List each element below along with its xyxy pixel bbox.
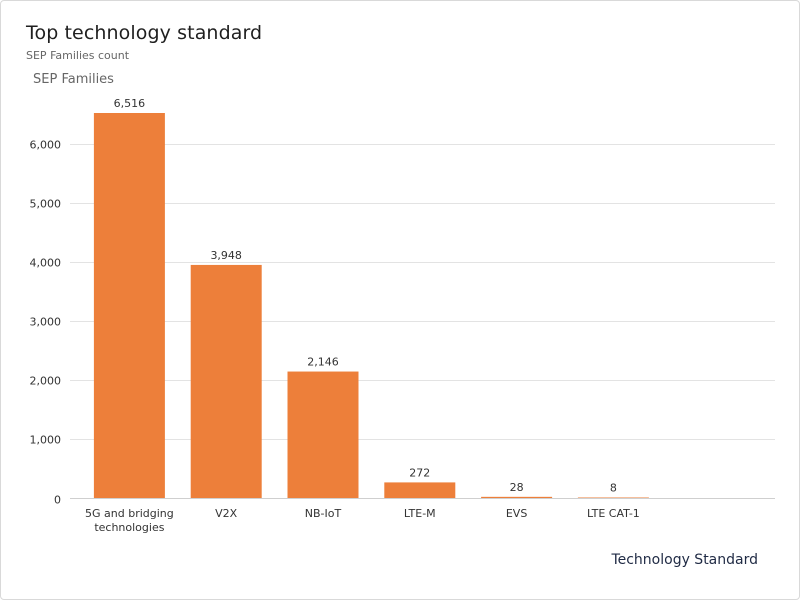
- y-axis-ticks: 0 1,000 2,000 3,000 4,000 5,000 6,000: [30, 139, 62, 507]
- chart-title: Top technology standard: [26, 22, 263, 44]
- bar[interactable]: [287, 371, 359, 499]
- data-label: 272: [409, 466, 430, 479]
- bar[interactable]: [93, 113, 165, 499]
- y-tick-label: 5,000: [30, 198, 62, 211]
- y-tick-label: 3,000: [30, 316, 62, 329]
- y-tick-label: 6,000: [30, 139, 62, 152]
- data-labels: 6,516 3,948 2,146 272 28 8: [114, 97, 617, 495]
- bar[interactable]: [384, 482, 456, 499]
- y-tick-label: 1,000: [30, 434, 62, 447]
- data-label: 3,948: [210, 249, 242, 262]
- y-tick-label: 2,000: [30, 375, 62, 388]
- data-label: 8: [610, 482, 617, 495]
- x-tick-label: NB-IoT: [305, 507, 342, 520]
- x-tick-label: 5G and bridging: [85, 507, 174, 520]
- y-tick-label: 4,000: [30, 257, 62, 270]
- gridlines: [70, 144, 775, 440]
- chart-subtitle: SEP Families count: [26, 49, 130, 62]
- bars: [93, 113, 649, 499]
- data-label: 28: [510, 481, 524, 494]
- data-label: 6,516: [114, 97, 146, 110]
- x-tick-label: V2X: [215, 507, 238, 520]
- y-axis-label: SEP Families: [33, 72, 114, 87]
- x-tick-label: EVS: [506, 507, 527, 520]
- x-tick-label: LTE-M: [404, 507, 436, 520]
- data-label: 2,146: [307, 356, 339, 369]
- x-tick-label: technologies: [94, 521, 164, 534]
- x-tick-label: LTE CAT-1: [587, 507, 640, 520]
- x-axis-label: Technology Standard: [610, 552, 758, 568]
- y-tick-label: 0: [54, 494, 61, 507]
- bar[interactable]: [190, 264, 262, 499]
- bar[interactable]: [481, 496, 553, 499]
